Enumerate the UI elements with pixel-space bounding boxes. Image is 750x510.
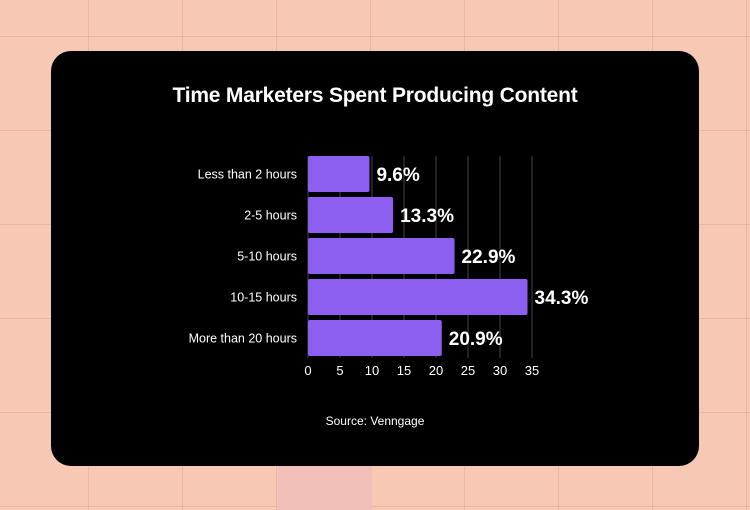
category-label: 10-15 hours <box>230 291 297 305</box>
category-label: 5-10 hours <box>237 250 297 264</box>
x-tick-label: 20 <box>429 363 443 378</box>
category-label: More than 20 hours <box>189 332 297 346</box>
bar <box>308 279 528 315</box>
bar <box>308 156 370 192</box>
x-tick-label: 15 <box>397 363 411 378</box>
bar <box>308 320 442 356</box>
data-label: 20.9% <box>449 329 503 350</box>
x-tick-label: 5 <box>336 363 343 378</box>
chart-title: Time Marketers Spent Producing Content <box>172 84 578 107</box>
labels: 0 5 10 15 20 25 30 35 Less than 2 hours 9.6% 2-5 h… <box>189 165 589 378</box>
data-label: 9.6% <box>376 165 419 186</box>
x-tick-label: 25 <box>461 363 475 378</box>
x-tick-label: 35 <box>525 363 539 378</box>
source-note: Source: Venngage <box>325 414 425 428</box>
x-tick-label: 0 <box>304 363 311 378</box>
bar <box>308 197 394 233</box>
x-tick-label: 30 <box>493 363 507 378</box>
x-tick-label: 10 <box>365 363 379 378</box>
background-tile <box>278 466 372 510</box>
category-label: Less than 2 hours <box>198 168 297 182</box>
bars <box>308 156 528 356</box>
bar <box>308 238 455 274</box>
data-label: 13.3% <box>400 206 454 227</box>
data-label: 34.3% <box>535 288 589 309</box>
category-label: 2-5 hours <box>244 209 297 223</box>
data-label: 22.9% <box>462 247 516 268</box>
